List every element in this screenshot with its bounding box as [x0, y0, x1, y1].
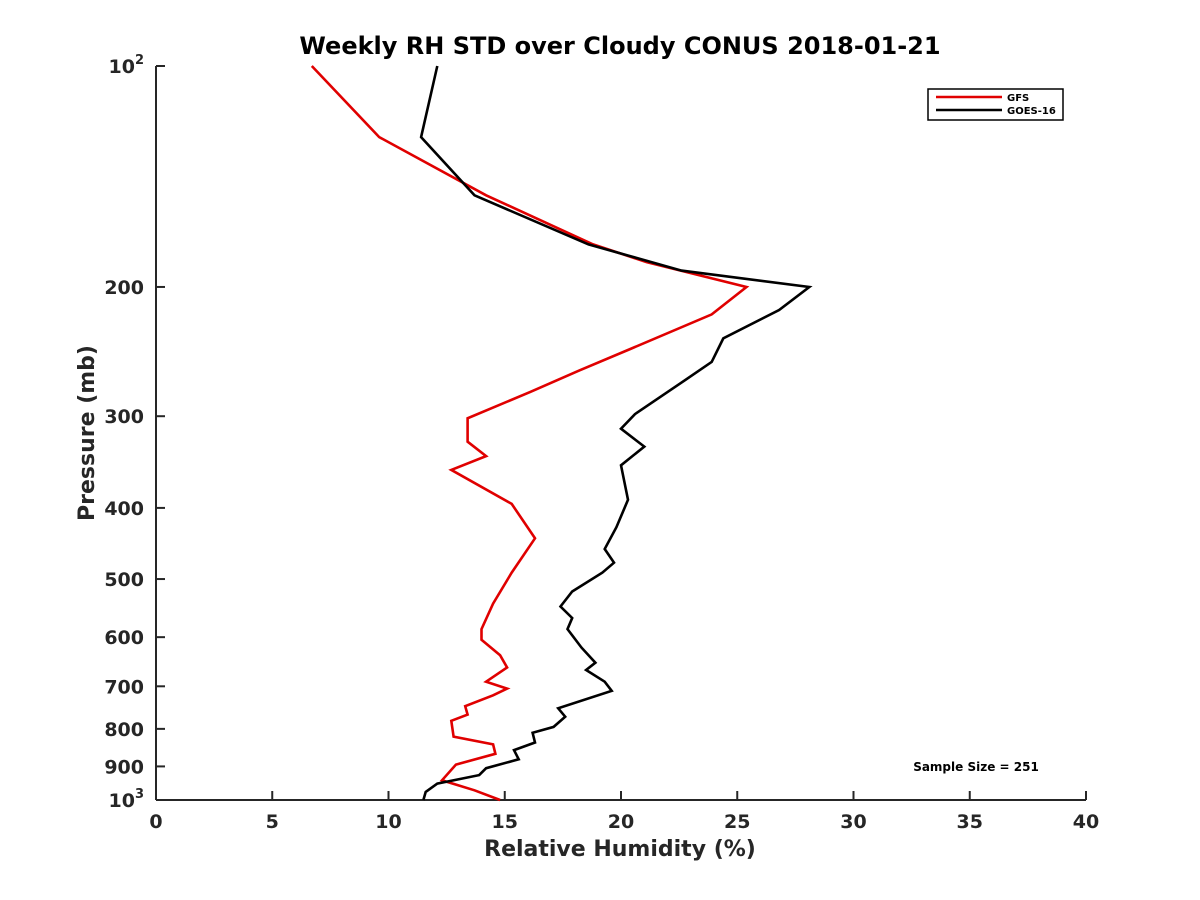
y-tick-label: 900 [104, 756, 144, 778]
series-layer [310, 65, 813, 802]
y-tick-base: 10 [109, 56, 135, 78]
y-tick-base: 300 [104, 406, 144, 428]
y-tick-base: 900 [104, 756, 144, 778]
y-tick-exponent: 3 [135, 787, 144, 802]
series-line-gfs [310, 65, 750, 802]
x-axis-label: Relative Humidity (%) [484, 837, 756, 862]
sample-size-annotation: Sample Size = 251 [913, 760, 1039, 774]
y-tick-base: 600 [104, 627, 144, 649]
x-tick-label: 30 [840, 811, 866, 833]
y-tick-label: 600 [104, 627, 144, 649]
legend-label-gfs: GFS [1007, 93, 1029, 104]
y-tick-label: 500 [104, 569, 144, 591]
y-tick-base: 500 [104, 569, 144, 591]
legend-label-goes16: GOES-16 [1007, 106, 1056, 117]
x-tick-label: 40 [1073, 811, 1099, 833]
x-tick-label: 25 [724, 811, 750, 833]
y-tick-base: 10 [109, 790, 135, 812]
y-tick-label: 300 [104, 406, 144, 428]
y-tick-label: 102 [109, 53, 145, 78]
x-tick-label: 35 [957, 811, 983, 833]
y-tick-label: 800 [104, 719, 144, 741]
x-tick-label: 0 [149, 811, 162, 833]
plot-area [155, 66, 1086, 801]
legend-box [927, 88, 1064, 121]
y-tick-label: 200 [104, 277, 144, 299]
y-tick-base: 700 [104, 676, 144, 698]
x-tick-label: 15 [492, 811, 518, 833]
y-tick-exponent: 2 [135, 53, 144, 68]
legend: GFS GOES-16 [927, 88, 1064, 121]
x-tick-label: 10 [375, 811, 401, 833]
series-line-goes16 [419, 65, 813, 801]
y-axis-label: Pressure (mb) [75, 345, 100, 521]
y-tick-label: 700 [104, 676, 144, 698]
y-tick-base: 200 [104, 277, 144, 299]
x-tick-label: 20 [608, 811, 634, 833]
y-tick-label: 103 [109, 787, 145, 812]
x-ticks: 0 5 10 15 20 25 30 35 40 [149, 791, 1099, 833]
x-tick-label: 5 [266, 811, 279, 833]
y-tick-label: 400 [104, 498, 144, 520]
y-tick-base: 400 [104, 498, 144, 520]
chart-title: Weekly RH STD over Cloudy CONUS 2018-01-… [299, 32, 940, 60]
y-tick-base: 800 [104, 719, 144, 741]
